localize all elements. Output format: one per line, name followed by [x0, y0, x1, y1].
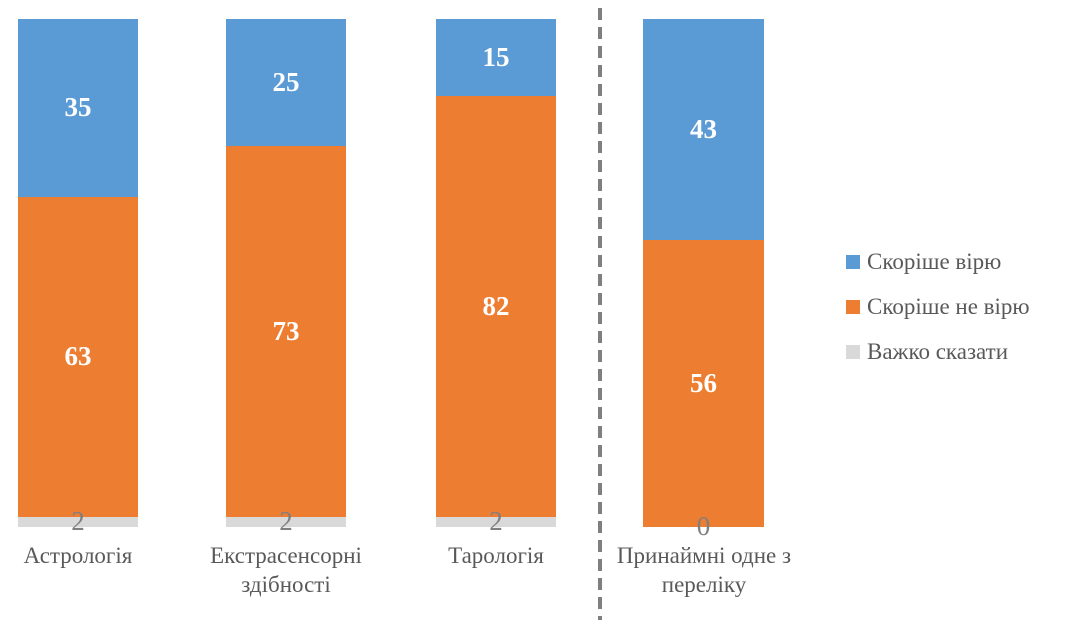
bar-2: 15 82 2 — [436, 19, 556, 535]
category-label-astrology: Астрологія — [23, 543, 133, 568]
category-label-tarology: Тарологія — [448, 543, 544, 568]
segment-value-label: 35 — [64, 92, 92, 123]
segment-value-label: 63 — [64, 341, 92, 372]
bar-segment: 2 — [18, 508, 138, 535]
bar-segment: 82 — [436, 95, 556, 517]
bar-segment: 2 — [226, 508, 346, 535]
bar-segment: 15 — [436, 19, 556, 96]
legend-swatch-gray-icon — [846, 344, 860, 359]
legend-label: Скоріше вірю — [867, 248, 1002, 274]
legend-swatch-orange-icon — [846, 299, 860, 314]
segment-value-label: 43 — [690, 113, 717, 144]
legend: Скоріше вірю Скоріше не вірю Важко сказа… — [846, 247, 1030, 382]
bar-segment: 25 — [226, 19, 346, 146]
segment-value-label: 15 — [482, 41, 510, 72]
bar-segment: 56 — [643, 239, 764, 527]
segment-value-label: 25 — [272, 67, 300, 97]
bar-segment: 2 — [436, 508, 556, 535]
bar-1: 25 73 2 — [226, 19, 346, 535]
segment-value-label: 56 — [690, 367, 717, 398]
dashed-separator-line — [598, 8, 602, 620]
segment-value-label: 82 — [482, 290, 510, 321]
legend-label: Скоріше не вірю — [867, 293, 1030, 319]
legend-item-hard-to-say: Важко сказати — [846, 337, 1030, 366]
segment-value-label: 2 — [489, 506, 503, 537]
legend-label: Важко сказати — [867, 338, 1008, 364]
bar-segment: 35 — [18, 19, 138, 197]
legend-item-rather-not-believe: Скоріше не вірю — [846, 292, 1030, 321]
segment-value-label: 2 — [279, 506, 293, 537]
bar-segment: 63 — [18, 196, 138, 517]
bar-0: 35 63 2 — [18, 19, 138, 535]
category-label-extrasensory: Екстрасенсорні здібності — [210, 543, 362, 597]
legend-item-rather-believe: Скоріше вірю — [846, 247, 1030, 276]
segment-value-label: 73 — [272, 315, 300, 346]
bar-segment: 43 — [643, 19, 764, 240]
legend-swatch-blue-icon — [846, 254, 860, 269]
bar-3: 43 56 0 — [643, 19, 764, 540]
bar-segment: 73 — [226, 146, 346, 517]
category-label-at-least-one: Принаймні одне з переліку — [616, 543, 792, 597]
segment-value-label: 2 — [71, 506, 85, 537]
segment-value-label: 0 — [696, 511, 711, 542]
